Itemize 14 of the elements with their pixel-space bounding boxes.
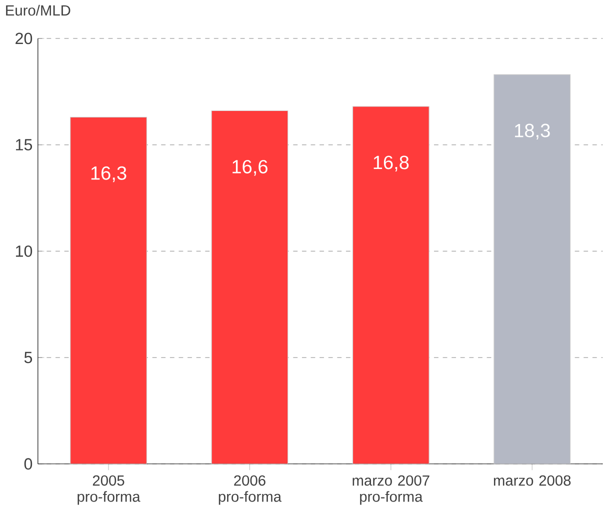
y-tick-label: 10 [16,246,32,258]
data-label: 18,3 [515,124,550,140]
y-tick-label: 20 [16,32,32,44]
y-tick-label: 15 [16,139,32,151]
y-tick-label: 5 [24,352,32,364]
data-label: 16,3 [91,166,126,182]
data-label: 16,8 [374,156,409,172]
x-tick-label: marzo 2007 pro-forma [352,476,430,505]
x-tick-label: marzo 2008 [494,476,571,486]
y-tick-label: 0 [24,458,32,470]
y-axis-title: Euro/MLD [6,5,70,16]
data-label: 16,6 [232,160,268,176]
x-tick-label: 2005 pro-forma [78,476,140,505]
x-tick-label: 2006 pro-forma [218,476,282,505]
